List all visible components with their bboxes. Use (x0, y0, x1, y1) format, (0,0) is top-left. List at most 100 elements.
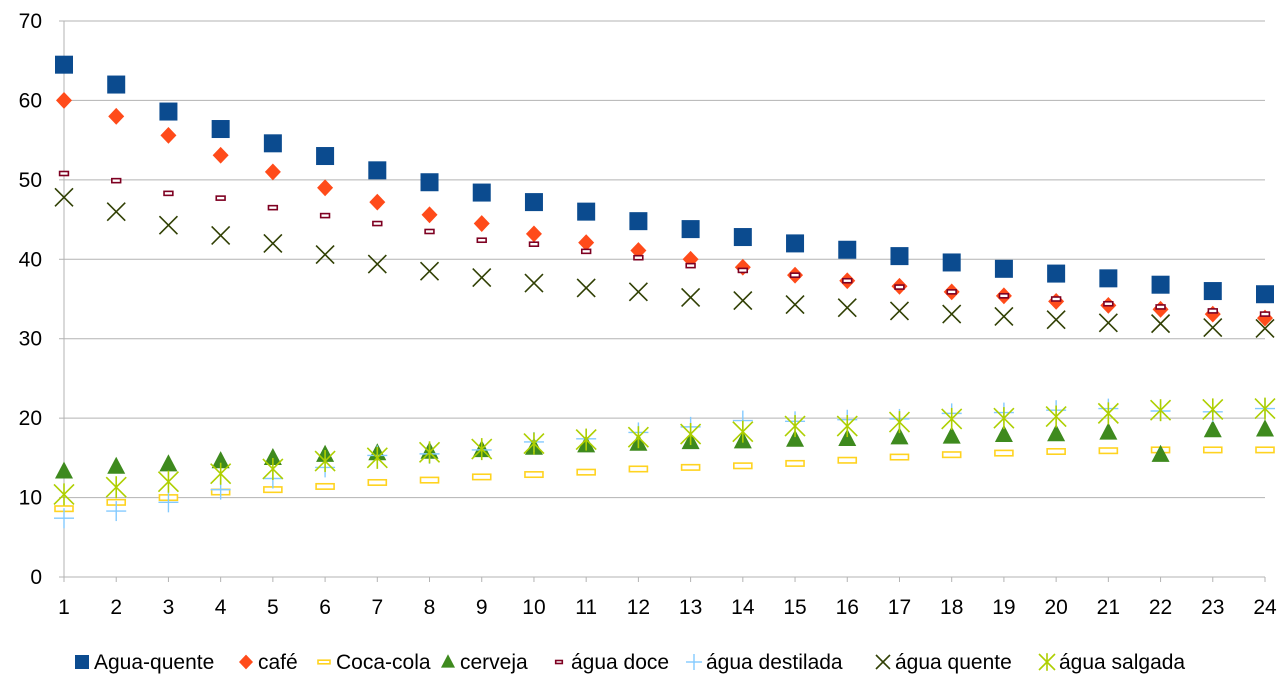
data-point (575, 428, 597, 451)
legend-marker (75, 655, 89, 669)
data-point (263, 447, 282, 466)
data-point (889, 301, 910, 321)
data-point (1098, 447, 1119, 455)
data-point (267, 204, 279, 211)
data-point (838, 240, 857, 259)
data-point (627, 426, 649, 449)
data-point (732, 420, 754, 443)
data-point (1099, 422, 1118, 440)
data-point (837, 298, 857, 318)
data-point (264, 163, 281, 181)
data-point (56, 92, 72, 109)
data-point (737, 267, 749, 274)
data-point (733, 462, 753, 470)
data-point (1099, 269, 1118, 288)
series-agua-quente (55, 55, 1274, 304)
data-point (578, 234, 595, 252)
y-tick-label: 70 (19, 10, 42, 33)
x-tick-label: 6 (319, 596, 331, 619)
legend-item: café (239, 651, 298, 674)
data-point (1256, 285, 1274, 304)
data-point (890, 427, 909, 445)
legend-marker (554, 659, 564, 665)
data-point (315, 482, 335, 490)
data-point (163, 190, 174, 197)
data-point (1202, 446, 1223, 454)
data-point (524, 193, 543, 212)
x-tick-label: 1 (58, 596, 70, 619)
data-point (158, 215, 179, 235)
data-point (1203, 282, 1222, 301)
data-point (842, 277, 853, 284)
data-point (998, 293, 1010, 299)
data-point (471, 473, 492, 481)
legend-label: café (258, 651, 298, 674)
data-point (576, 468, 596, 476)
data-point (889, 453, 910, 461)
data-point (106, 501, 127, 522)
y-tick-label: 20 (19, 407, 42, 430)
legend-marker (317, 659, 331, 665)
data-point (1151, 444, 1170, 462)
x-tick-label: 2 (110, 596, 122, 619)
data-point (680, 423, 702, 446)
data-point (418, 441, 441, 464)
data-point (524, 471, 544, 479)
data-point (888, 411, 911, 434)
y-tick-label: 40 (19, 248, 42, 271)
x-tick-label: 24 (1253, 596, 1277, 619)
x-tick-label: 13 (679, 596, 702, 619)
data-point (317, 179, 334, 197)
series-água-salgada (53, 397, 1276, 506)
data-point (211, 225, 231, 246)
data-point (1207, 308, 1218, 314)
data-point (630, 242, 647, 259)
x-tick-label: 7 (371, 596, 383, 619)
data-point (1151, 275, 1170, 294)
data-point (1203, 318, 1223, 338)
data-point (629, 212, 648, 231)
legend-label: Agua-quente (94, 651, 214, 674)
y-tick-label: 30 (19, 328, 42, 351)
x-tick-label: 4 (215, 596, 227, 619)
legend-label: água quente (895, 651, 1012, 674)
data-point (836, 415, 858, 438)
legend-item: água destilada (686, 651, 843, 674)
legend-marker (239, 654, 253, 670)
data-point (890, 247, 909, 266)
x-tick-label: 22 (1149, 596, 1172, 619)
data-point (368, 161, 387, 180)
data-point (1202, 398, 1224, 421)
series-café (56, 92, 1273, 327)
x-tick-label: 3 (163, 596, 175, 619)
x-tick-label: 8 (424, 596, 436, 619)
legend-marker (875, 654, 891, 670)
legend-marker (441, 654, 455, 668)
legend-item: água quente (875, 651, 1012, 674)
series-cerveja (55, 419, 1274, 479)
data-point (471, 438, 493, 461)
x-tick-label: 17 (888, 596, 911, 619)
data-point (789, 272, 801, 278)
data-point (1045, 405, 1067, 428)
data-point (785, 459, 805, 467)
data-point (994, 449, 1014, 457)
data-point (681, 220, 700, 239)
data-point (784, 415, 806, 438)
data-point (157, 470, 180, 493)
data-point (316, 147, 335, 166)
data-point (1256, 419, 1274, 437)
legend-label: água doce (571, 651, 669, 674)
x-tick-label: 16 (836, 596, 859, 619)
data-point (263, 233, 283, 253)
data-point (372, 220, 383, 227)
data-point (576, 278, 596, 298)
data-point (367, 254, 387, 274)
data-point (837, 456, 858, 464)
data-point (577, 202, 596, 221)
data-point (1046, 448, 1066, 456)
data-point (942, 253, 961, 272)
legend-label: Coca-cola (336, 651, 431, 674)
